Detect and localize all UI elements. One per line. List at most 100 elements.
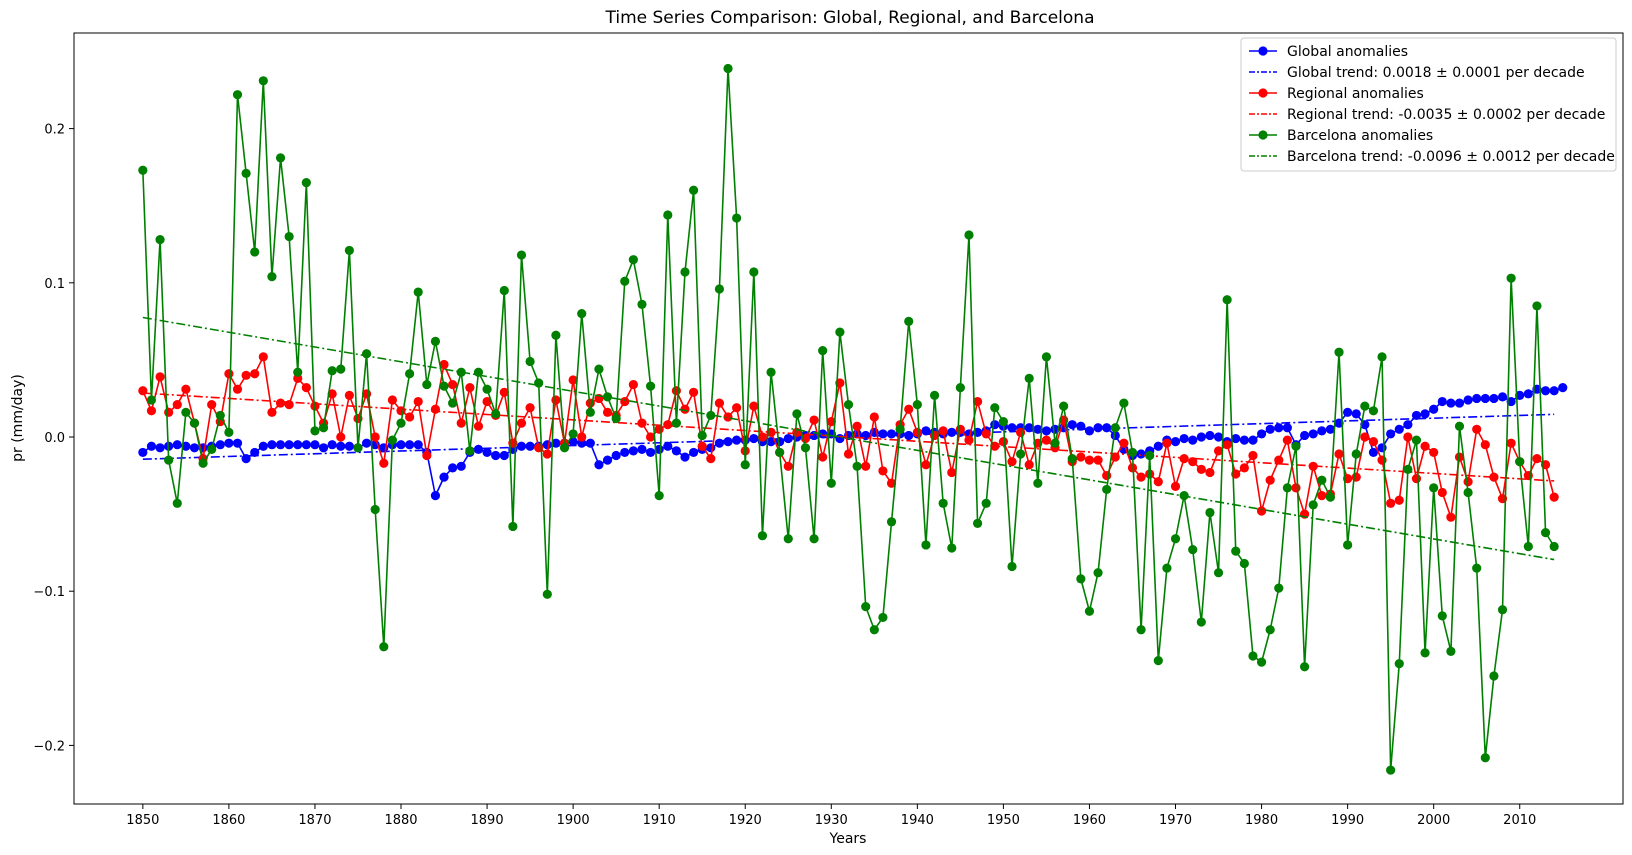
data-point — [912, 427, 922, 437]
data-point — [895, 424, 905, 434]
data-point — [422, 379, 432, 390]
data-point — [706, 453, 716, 464]
data-point — [387, 435, 398, 445]
data-point — [1463, 487, 1473, 498]
data-point — [749, 401, 759, 411]
data-point — [663, 210, 673, 220]
data-point — [430, 336, 441, 346]
legend: Global anomalies Global trend: 0.0018 ± 0… — [1240, 37, 1617, 172]
data-point — [370, 504, 380, 515]
y-axis: −0.2 −0.1 0.0 0.1 0.2 — [33, 123, 74, 754]
data-point — [1196, 617, 1206, 627]
data-point — [1480, 753, 1490, 763]
data-point — [1265, 475, 1275, 485]
data-point — [327, 440, 337, 450]
data-point — [818, 346, 828, 356]
data-point — [1454, 398, 1465, 408]
data-point — [551, 395, 561, 405]
data-point — [689, 185, 699, 195]
data-point — [559, 443, 570, 453]
data-point — [1007, 423, 1017, 433]
legend-label: Barcelona anomalies — [1287, 128, 1433, 144]
data-point — [172, 440, 182, 450]
data-point — [620, 276, 630, 286]
data-point — [1540, 386, 1551, 396]
data-point — [1386, 498, 1396, 508]
data-point — [972, 518, 983, 528]
data-point — [981, 429, 991, 439]
data-point — [1437, 487, 1447, 498]
data-point — [1437, 611, 1447, 621]
data-point — [732, 403, 742, 413]
data-point — [1532, 301, 1542, 311]
data-point — [921, 460, 931, 470]
data-point — [1265, 625, 1275, 635]
data-point — [938, 426, 948, 436]
series-regional-trend — [142, 392, 1555, 482]
data-point — [258, 352, 268, 362]
data-point — [1067, 420, 1077, 430]
data-point — [1041, 435, 1052, 445]
data-point — [172, 400, 182, 410]
data-point — [577, 432, 587, 442]
data-point — [232, 384, 243, 394]
data-point — [886, 478, 897, 488]
data-point — [1170, 534, 1181, 544]
data-point — [448, 463, 458, 473]
data-point — [852, 461, 862, 471]
legend-label: Regional trend: -0.0035 ± 0.0002 per dec… — [1287, 107, 1605, 123]
data-point — [284, 231, 294, 242]
legend-entry-0: Global anomalies — [1249, 44, 1408, 60]
data-point — [1403, 432, 1413, 442]
legend-entry-1: Global trend: 0.0018 ± 0.0001 per decade — [1249, 65, 1585, 81]
data-point — [637, 418, 647, 428]
data-point — [611, 413, 621, 424]
data-point — [1351, 449, 1361, 459]
x-tick-label-1960: 1960 — [1073, 813, 1106, 828]
data-point — [671, 418, 681, 428]
data-point — [1127, 447, 1138, 458]
data-point — [1549, 492, 1559, 502]
data-point — [1024, 460, 1034, 470]
data-point — [1558, 383, 1568, 393]
data-point — [189, 443, 200, 453]
data-point — [792, 409, 802, 419]
data-point — [1454, 452, 1465, 462]
data-point — [1325, 424, 1336, 434]
data-point — [1067, 453, 1077, 464]
data-point — [344, 441, 354, 451]
x-tick-label-1940: 1940 — [901, 813, 934, 828]
data-point — [594, 364, 604, 374]
data-point — [1256, 506, 1267, 516]
data-point — [1411, 435, 1422, 445]
data-point — [955, 383, 965, 393]
data-point — [1050, 438, 1060, 448]
data-point — [1403, 420, 1413, 430]
data-point — [542, 449, 552, 459]
data-point — [301, 383, 311, 393]
data-point — [783, 461, 793, 471]
data-point — [430, 404, 441, 414]
data-point — [353, 443, 363, 453]
data-point — [1360, 432, 1370, 442]
data-point — [310, 426, 320, 436]
data-point — [1033, 424, 1043, 434]
data-point — [757, 432, 768, 442]
data-point — [1196, 464, 1206, 474]
data-point — [379, 642, 389, 652]
data-point — [680, 452, 690, 462]
data-point — [1179, 433, 1189, 444]
data-point — [990, 420, 1000, 430]
data-point — [448, 398, 458, 408]
data-point — [1256, 429, 1267, 439]
data-point — [1282, 435, 1292, 445]
data-point — [499, 450, 509, 461]
data-point — [972, 396, 983, 407]
legend-entry-2: Regional anomalies — [1249, 86, 1424, 102]
data-point — [1377, 352, 1387, 362]
data-point — [1162, 563, 1172, 573]
data-point — [1368, 447, 1379, 458]
data-point — [456, 461, 466, 471]
data-point — [749, 267, 759, 277]
data-point — [473, 444, 484, 454]
